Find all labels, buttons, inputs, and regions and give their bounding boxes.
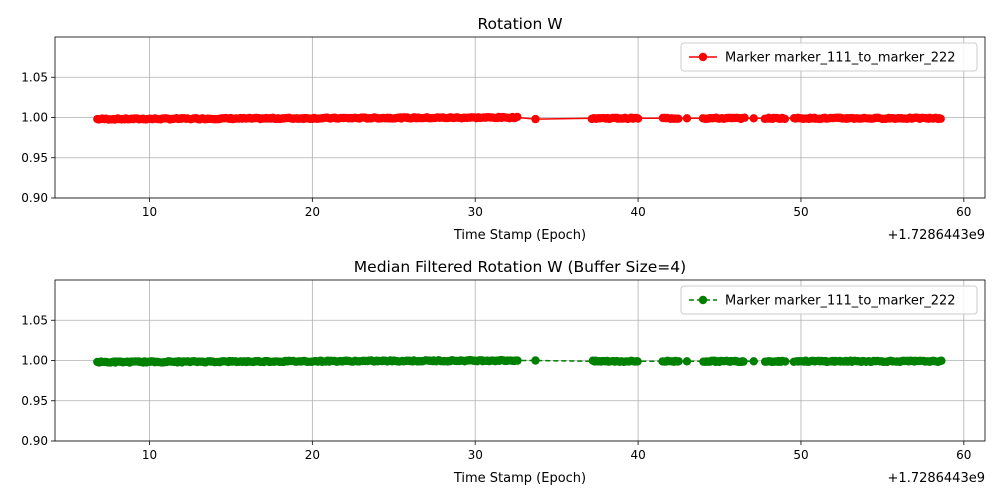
legend-label: Marker marker_111_to_marker_222 (725, 294, 956, 309)
chart-title: Median Filtered Rotation W (Buffer Size=… (354, 258, 686, 276)
plot-frame (54, 279, 986, 442)
y-tick-label: 0.90 (21, 191, 48, 205)
legend-marker (698, 52, 708, 62)
data-point (674, 357, 683, 366)
x-tick-label: 60 (956, 448, 971, 462)
x-tick-label: 10 (142, 205, 157, 219)
data-point (749, 114, 758, 123)
chart-2: 10 20 30 40 50 60 0.90 0.95 1.00 1.05 Marker marke… (21, 258, 986, 486)
y-tick-label: 1.05 (21, 70, 48, 84)
data-point (781, 357, 790, 366)
legend-box (680, 285, 978, 315)
legend-label: Marker marker_111_to_marker_222 (725, 51, 956, 66)
x-tick-label: 20 (305, 205, 320, 219)
x-tick-label: 10 (142, 448, 157, 462)
series-line (97, 116, 942, 120)
y-tick-label: 1.05 (21, 313, 48, 327)
data-point (633, 114, 643, 123)
x-tick-label: 30 (468, 448, 483, 462)
legend-marker (698, 295, 708, 305)
data-point (513, 112, 522, 122)
data-point (682, 114, 692, 123)
y-tick-label: 1.00 (21, 354, 48, 368)
data-point (531, 114, 540, 124)
y-tick-label: 0.95 (21, 394, 48, 408)
data-point (780, 114, 790, 124)
x-tick-label: 60 (956, 205, 971, 219)
x-tick-label: 20 (305, 448, 320, 462)
legend: Marker marker_111_to_marker_222 (680, 285, 978, 315)
x-tick-label: 30 (468, 205, 483, 219)
x-axis-label: Time Stamp (Epoch) (453, 471, 586, 486)
data-point (682, 357, 692, 366)
data-point (739, 357, 748, 366)
data-point (513, 356, 522, 365)
x-tick-label: 40 (630, 448, 645, 462)
data-point (531, 356, 540, 365)
data-point (937, 356, 946, 365)
y-tick-label: 0.90 (21, 434, 48, 448)
series-1 (93, 112, 945, 124)
chart-title: Rotation W (477, 15, 562, 33)
legend-box (680, 42, 978, 72)
data-point (633, 357, 642, 366)
data-point (749, 357, 758, 366)
x-axis-label: Time Stamp (Epoch) (453, 228, 586, 243)
x-tick-label: 50 (793, 205, 808, 219)
series-1 (93, 355, 946, 367)
plot-frame (54, 36, 986, 199)
x-offset-label: +1.7286443e9 (888, 471, 985, 486)
y-tick-label: 0.95 (21, 151, 48, 165)
data-point (936, 114, 945, 123)
series-line (97, 359, 942, 363)
legend: Marker marker_111_to_marker_222 (680, 42, 978, 72)
x-offset-label: +1.7286443e9 (888, 228, 985, 243)
x-tick-label: 40 (630, 205, 645, 219)
y-tick-label: 1.00 (21, 111, 48, 125)
data-point (740, 113, 749, 122)
data-point (674, 114, 683, 123)
x-tick-label: 50 (793, 448, 808, 462)
chart-1: 10 20 30 40 50 60 0.90 0.95 1.00 1.05 Marker marke… (21, 15, 986, 243)
